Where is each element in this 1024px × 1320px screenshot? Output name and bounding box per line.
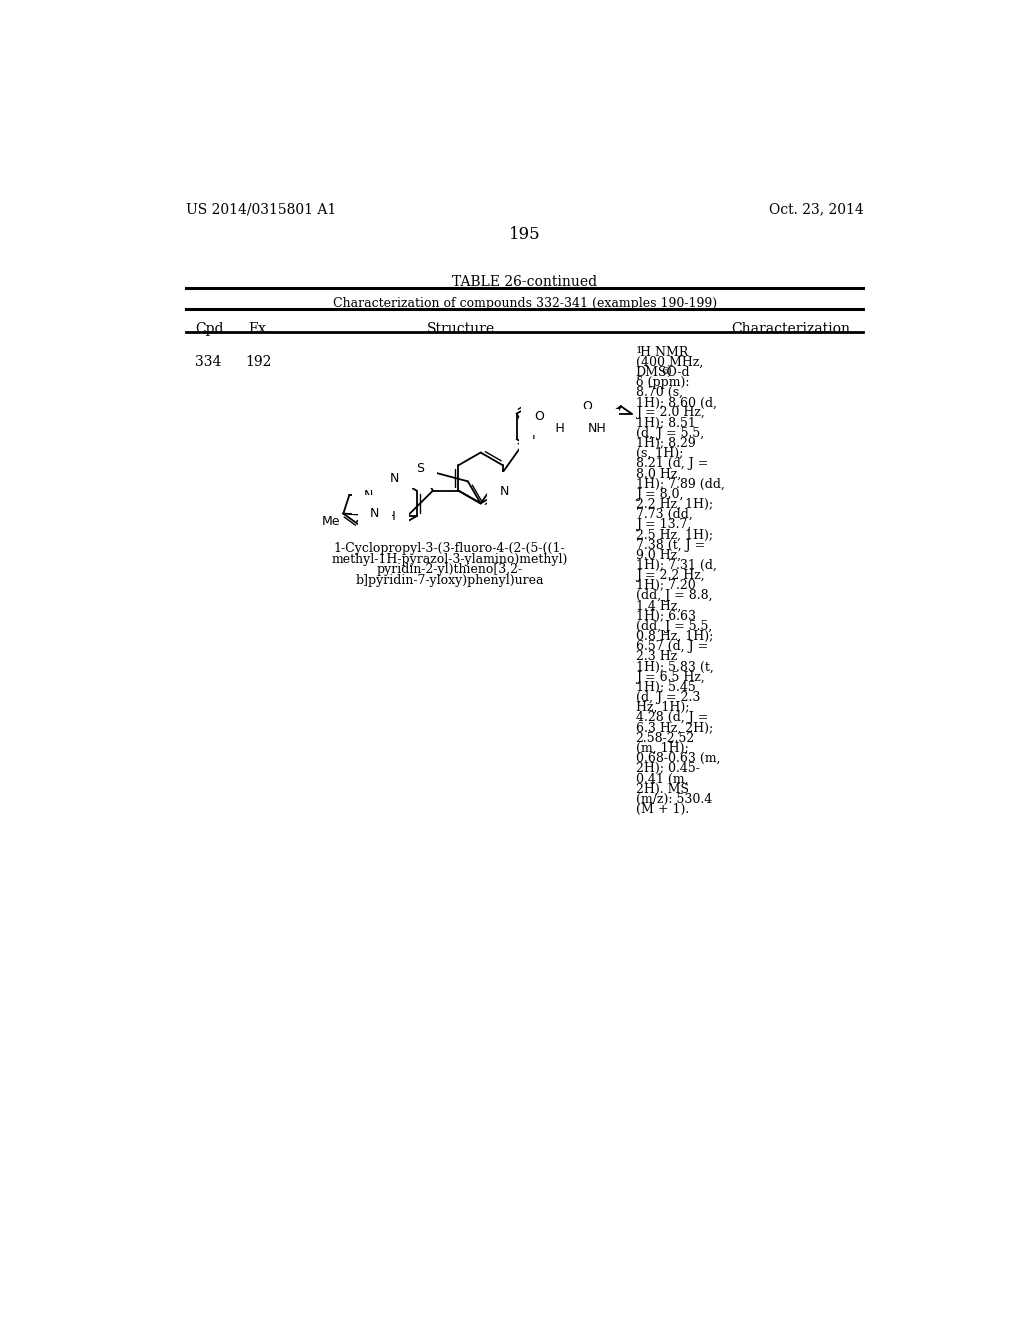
Text: Structure: Structure bbox=[427, 322, 496, 335]
Text: J = 2.0 Hz,: J = 2.0 Hz, bbox=[636, 407, 705, 420]
Text: 334: 334 bbox=[196, 355, 222, 368]
Text: 2.58-2.52: 2.58-2.52 bbox=[636, 731, 695, 744]
Text: S: S bbox=[416, 462, 424, 475]
Text: 1H); 7.89 (dd,: 1H); 7.89 (dd, bbox=[636, 478, 725, 491]
Text: Characterization: Characterization bbox=[731, 322, 850, 335]
Text: 1H); 5.83 (t,: 1H); 5.83 (t, bbox=[636, 660, 714, 673]
Text: 1H); 8.60 (d,: 1H); 8.60 (d, bbox=[636, 396, 717, 409]
Text: 192: 192 bbox=[246, 355, 272, 368]
Text: 2H); 0.45-: 2H); 0.45- bbox=[636, 762, 699, 775]
Text: 6: 6 bbox=[662, 367, 668, 376]
Text: N: N bbox=[371, 507, 380, 520]
Text: δ (ppm):: δ (ppm): bbox=[636, 376, 689, 389]
Text: 1H); 5.45: 1H); 5.45 bbox=[636, 681, 695, 694]
Text: O: O bbox=[534, 409, 544, 422]
Text: (s, 1H);: (s, 1H); bbox=[636, 447, 683, 461]
Text: H NMR: H NMR bbox=[640, 346, 688, 359]
Text: 8.21 (d, J =: 8.21 (d, J = bbox=[636, 457, 708, 470]
Text: 4.28 (d, J =: 4.28 (d, J = bbox=[636, 711, 708, 725]
Text: pyridin-2-yl)thieno[3,2-: pyridin-2-yl)thieno[3,2- bbox=[377, 564, 522, 577]
Text: Oct. 23, 2014: Oct. 23, 2014 bbox=[769, 202, 863, 216]
Text: 6.57 (d, J =: 6.57 (d, J = bbox=[636, 640, 708, 653]
Text: 2.3 Hz: 2.3 Hz bbox=[636, 651, 677, 664]
Text: 1: 1 bbox=[636, 346, 642, 355]
Text: J = 8.0,: J = 8.0, bbox=[636, 488, 683, 500]
Text: methyl-1H-pyrazol-3-ylamino)methyl): methyl-1H-pyrazol-3-ylamino)methyl) bbox=[332, 553, 568, 566]
Text: 0.8 Hz, 1H);: 0.8 Hz, 1H); bbox=[636, 630, 713, 643]
Text: NH: NH bbox=[588, 421, 606, 434]
Text: 8.70 (s,: 8.70 (s, bbox=[636, 387, 683, 399]
Text: J = 13.7,: J = 13.7, bbox=[636, 519, 691, 531]
Text: DMSO-d: DMSO-d bbox=[636, 366, 690, 379]
Text: 1H); 7.31 (d,: 1H); 7.31 (d, bbox=[636, 558, 717, 572]
Text: NH: NH bbox=[378, 510, 396, 523]
Text: (dd, J = 5.5,: (dd, J = 5.5, bbox=[636, 620, 712, 632]
Text: (d, J = 5.5,: (d, J = 5.5, bbox=[636, 426, 703, 440]
Text: (m, 1H);: (m, 1H); bbox=[636, 742, 688, 755]
Text: (dd, J = 8.8,: (dd, J = 8.8, bbox=[636, 590, 712, 602]
Text: 1H); 7.20: 1H); 7.20 bbox=[636, 579, 695, 593]
Text: Ex.: Ex. bbox=[248, 322, 270, 335]
Text: 0.41 (m,: 0.41 (m, bbox=[636, 772, 688, 785]
Text: Hz, 1H);: Hz, 1H); bbox=[636, 701, 689, 714]
Text: 2.2 Hz, 1H);: 2.2 Hz, 1H); bbox=[636, 498, 713, 511]
Text: 7.73 (dd,: 7.73 (dd, bbox=[636, 508, 692, 521]
Text: (m/z): 530.4: (m/z): 530.4 bbox=[636, 793, 712, 805]
Text: TABLE 26-continued: TABLE 26-continued bbox=[453, 276, 597, 289]
Text: (d, J = 2.3: (d, J = 2.3 bbox=[636, 692, 700, 704]
Text: 2H). MS: 2H). MS bbox=[636, 783, 688, 796]
Text: Cpd: Cpd bbox=[196, 322, 224, 335]
Text: N: N bbox=[365, 488, 374, 502]
Text: 6.3 Hz, 2H);: 6.3 Hz, 2H); bbox=[636, 722, 713, 734]
Text: 8.0 Hz,: 8.0 Hz, bbox=[636, 467, 681, 480]
Text: N: N bbox=[390, 473, 399, 486]
Text: 1H); 6.63: 1H); 6.63 bbox=[636, 610, 695, 623]
Text: 195: 195 bbox=[509, 226, 541, 243]
Text: F: F bbox=[531, 429, 539, 442]
Text: J = 2.2 Hz,: J = 2.2 Hz, bbox=[636, 569, 705, 582]
Text: N: N bbox=[500, 484, 509, 498]
Text: 1H); 8.29: 1H); 8.29 bbox=[636, 437, 695, 450]
Text: 0.68-0.63 (m,: 0.68-0.63 (m, bbox=[636, 752, 720, 766]
Text: Me: Me bbox=[322, 515, 340, 528]
Text: b]pyridin-7-yloxy)phenyl)urea: b]pyridin-7-yloxy)phenyl)urea bbox=[355, 574, 544, 587]
Text: Characterization of compounds 332-341 (examples 190-199): Characterization of compounds 332-341 (e… bbox=[333, 297, 717, 310]
Text: 2.5 Hz, 1H);: 2.5 Hz, 1H); bbox=[636, 528, 713, 541]
Text: J = 6.5 Hz,: J = 6.5 Hz, bbox=[636, 671, 705, 684]
Text: 7.38 (t, J =: 7.38 (t, J = bbox=[636, 539, 705, 552]
Text: 1H); 8.51: 1H); 8.51 bbox=[636, 417, 695, 429]
Text: 1.4 Hz,: 1.4 Hz, bbox=[636, 599, 681, 612]
Text: O: O bbox=[583, 400, 593, 413]
Text: (M + 1).: (M + 1). bbox=[636, 803, 689, 816]
Text: 9.0 Hz,: 9.0 Hz, bbox=[636, 549, 681, 562]
Text: (400 MHz,: (400 MHz, bbox=[636, 355, 702, 368]
Text: ): ) bbox=[666, 366, 671, 379]
Text: 1-Cyclopropyl-3-(3-fluoro-4-(2-(5-((1-: 1-Cyclopropyl-3-(3-fluoro-4-(2-(5-((1- bbox=[334, 543, 565, 554]
Text: US 2014/0315801 A1: US 2014/0315801 A1 bbox=[186, 202, 336, 216]
Text: NH: NH bbox=[547, 421, 565, 434]
